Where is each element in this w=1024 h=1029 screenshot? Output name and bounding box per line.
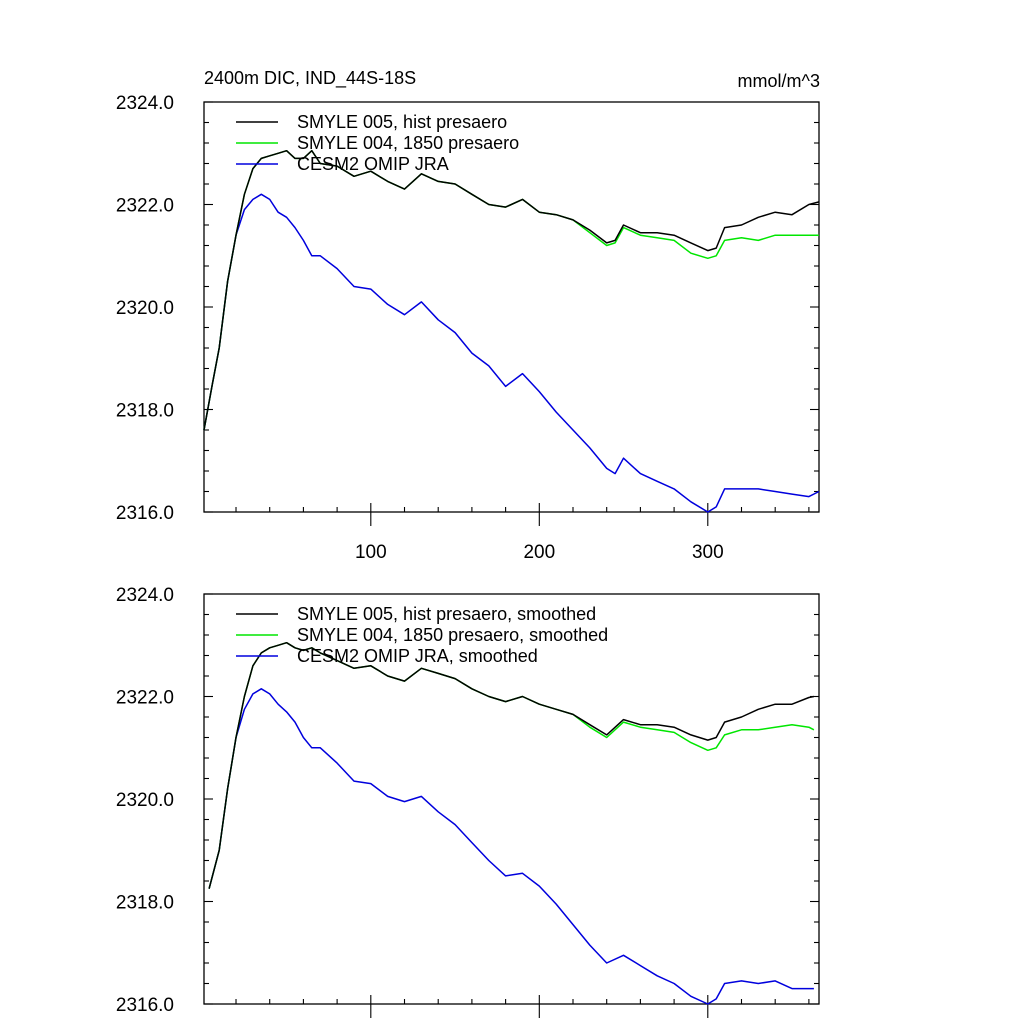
plot-title: 2400m DIC, IND_44S-18S — [204, 68, 416, 89]
top-ytick-label: 2316.0 — [116, 503, 174, 524]
bottom-series-green-line — [208, 641, 815, 889]
units-label: mmol/m^3 — [738, 71, 820, 91]
top-xtick-label: 300 — [692, 542, 724, 563]
bottom-legend-label-green: SMYLE 004, 1850 presaero, smoothed — [297, 625, 608, 645]
top-xtick-label: 200 — [523, 542, 555, 563]
top-legend-label-black: SMYLE 005, hist presaero — [297, 112, 507, 132]
bottom-series-blue-line — [208, 688, 814, 1005]
bottom-ytick-label: 2316.0 — [116, 995, 174, 1016]
bottom-ytick-label: 2322.0 — [116, 688, 174, 709]
bottom-legend-label-black: SMYLE 005, hist presaero, smoothed — [297, 604, 596, 624]
top-ytick-label: 2324.0 — [116, 93, 174, 114]
bottom-panel: 2316.0 2318.0 2320.0 2322.0 2324.0 SMYLE 005… — [116, 585, 820, 1018]
bottom-series-black-line — [208, 641, 815, 889]
bottom-ytick-label: 2318.0 — [116, 893, 174, 914]
top-ytick-label: 2318.0 — [116, 401, 174, 422]
top-ytick-label: 2322.0 — [116, 196, 174, 217]
bottom-legend-label-blue: CESM2 OMIP JRA, smoothed — [297, 646, 538, 666]
bottom-ytick-label: 2324.0 — [116, 585, 174, 606]
top-legend-label-green: SMYLE 004, 1850 presaero — [297, 133, 519, 153]
bottom-ytick-label: 2320.0 — [116, 790, 174, 811]
top-series-green-line — [203, 149, 819, 431]
top-xtick-label: 100 — [355, 542, 387, 563]
top-legend-label-blue: CESM2 OMIP JRA — [297, 154, 449, 174]
top-ytick-label: 2320.0 — [116, 298, 174, 319]
top-series-blue-line — [203, 193, 820, 513]
top-series-black-line — [203, 149, 820, 431]
